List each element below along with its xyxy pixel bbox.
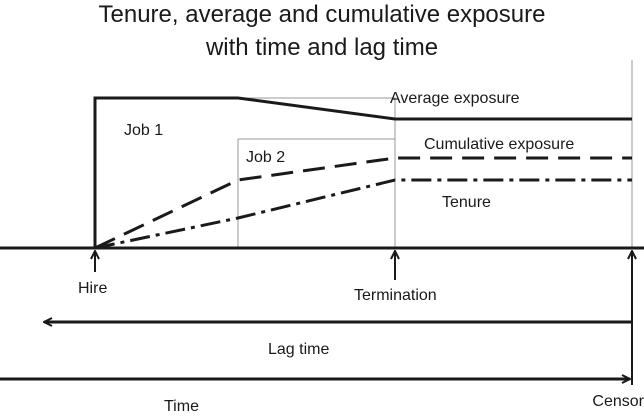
cumulative-exposure-label: Cumulative exposure: [424, 136, 574, 153]
average-exposure-curve: [93, 96, 632, 248]
termination-label: Termination: [354, 287, 437, 304]
title-line-2: with time and lag time: [205, 34, 438, 61]
average-exposure-label: Average exposure: [390, 90, 520, 107]
tenure-curve: [94, 178, 632, 250]
hire-label: Hire: [78, 280, 107, 297]
time-label: Time: [164, 398, 199, 414]
lag-time-label: Lag time: [268, 341, 329, 358]
cumulative-exposure-curve: [94, 156, 632, 250]
title-line-1: Tenure, average and cumulative exposure: [99, 1, 546, 28]
tenure-label: Tenure: [442, 194, 491, 211]
job-2-label: Job 2: [246, 149, 285, 166]
censor-label: Censor: [592, 393, 644, 410]
job-1-label: Job 1: [124, 122, 163, 139]
